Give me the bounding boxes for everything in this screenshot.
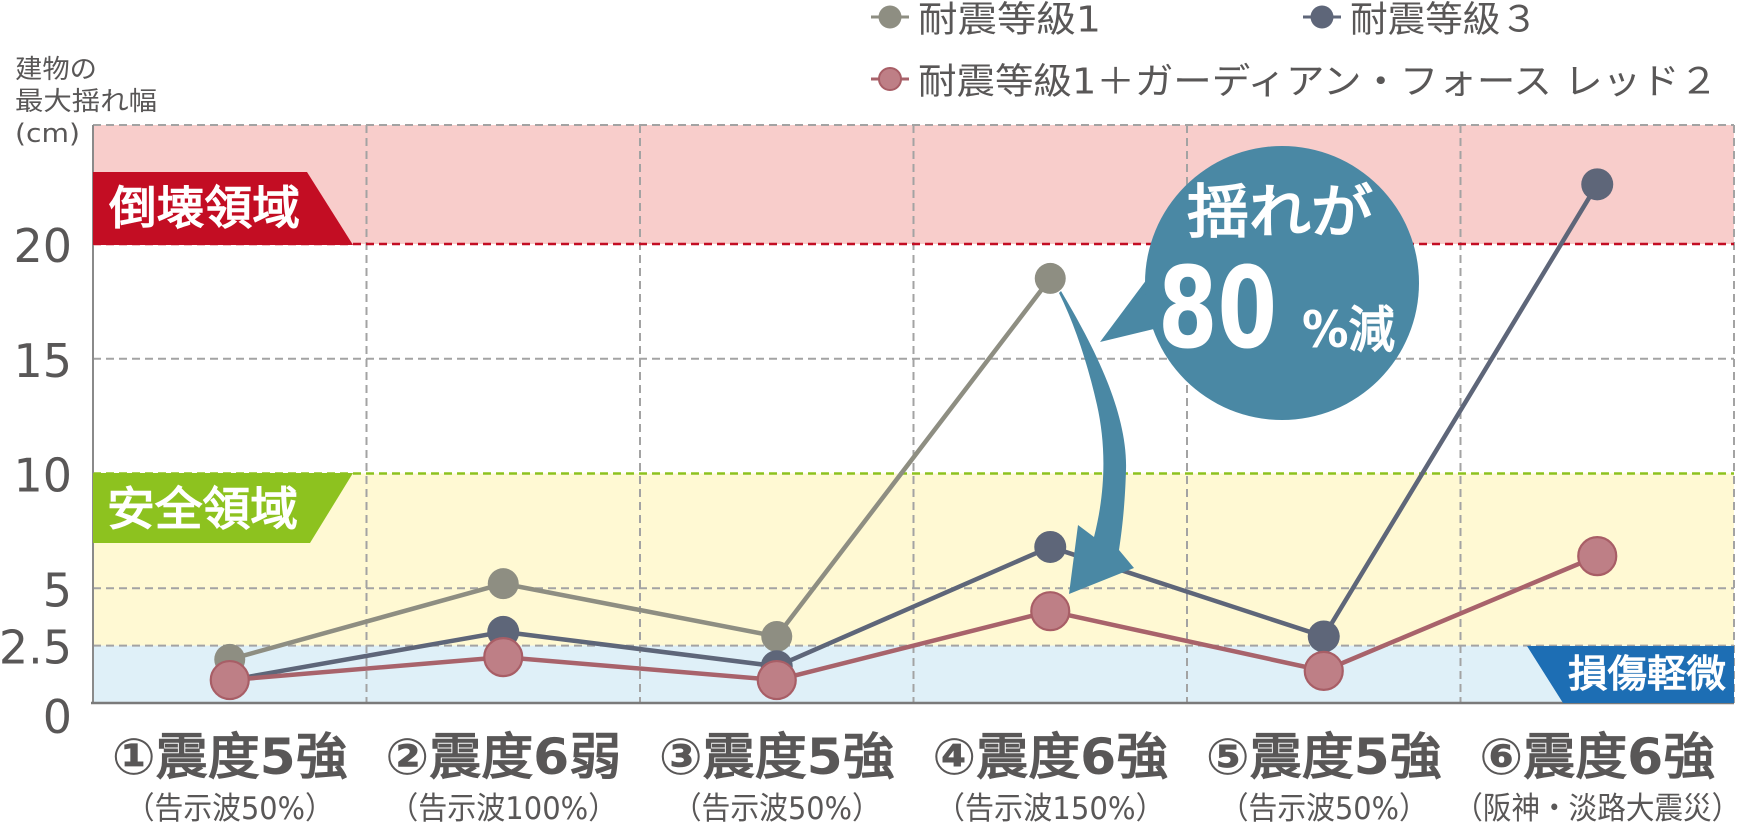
y-axis-title-line: 建物の	[15, 55, 97, 85]
zone-tag-collapse: 倒壊領域	[93, 172, 353, 245]
y-tick-label: 0	[43, 690, 72, 744]
legend-label: 耐震等級３	[1350, 0, 1538, 41]
y-axis-ticks: 0 2.55 10 15 20	[0, 219, 72, 744]
y-axis-title: 建物の 最大揺れ幅 (cm)	[15, 55, 157, 149]
legend: 耐震等級1 耐震等級３ 耐震等級1＋ガーディアン・フォース レッド２	[871, 0, 1718, 103]
zone-tag-safe-shape	[93, 473, 353, 543]
data-point	[1034, 262, 1066, 294]
curved-down-arrow-icon	[1059, 291, 1134, 594]
zone-tag-collapse-shape	[93, 172, 353, 245]
legend-marker-icon	[878, 67, 902, 91]
series-line	[229, 277, 1053, 662]
legend-label: 耐震等級1	[918, 0, 1101, 41]
callout-text-line1: 揺れが	[1187, 178, 1373, 246]
legend-item-grade-1-guardian-force: 耐震等級1＋ガーディアン・フォース レッド２	[871, 62, 1718, 103]
x-axis-categories: ①震度5強 （告示波50%） ②震度6弱 （告示波100%） ③震度5強 （告示波50%）…	[112, 728, 1741, 827]
legend-item-grade-1: 耐震等級1	[871, 0, 1101, 41]
data-series	[209, 168, 1618, 701]
zone-tag-minor-damage: 損傷軽微	[1527, 646, 1734, 703]
callout-tail	[1100, 275, 1158, 342]
data-point	[1303, 650, 1344, 691]
x-category-wave: （告示波50%）	[673, 791, 881, 827]
y-tick-label: 10	[13, 449, 72, 503]
y-tick-label: 2.5	[0, 621, 72, 675]
data-point	[756, 659, 797, 701]
x-category-intensity: ⑤震度5強	[1206, 728, 1442, 786]
data-point	[1030, 591, 1071, 632]
x-category-intensity: ⑥震度6強	[1479, 728, 1715, 786]
series-line	[229, 554, 1599, 683]
x-category-label: ⑥震度6強 （阪神・淡路大震災）	[1454, 728, 1740, 827]
x-category-wave: （阪神・淡路大震災）	[1454, 791, 1740, 827]
legend-item-grade-3: 耐震等級３	[1303, 0, 1538, 41]
x-category-label: ③震度5強 （告示波50%）	[659, 728, 895, 827]
data-point	[1307, 620, 1340, 653]
legend-marker-icon	[878, 5, 902, 29]
y-tick-label: 15	[13, 334, 72, 388]
y-tick-label: 5	[43, 563, 72, 617]
x-category-intensity: ④震度6強	[932, 728, 1168, 786]
x-category-wave: （告示波50%）	[1220, 791, 1428, 827]
data-point	[761, 620, 793, 652]
data-point	[487, 568, 519, 600]
x-category-wave: （告示波50%）	[126, 791, 334, 827]
reduction-callout-bubble: 揺れが 80 %減	[1100, 146, 1419, 420]
y-axis-title-line: 最大揺れ幅	[15, 87, 157, 117]
x-category-intensity: ②震度6弱	[385, 728, 621, 786]
data-point	[1577, 536, 1618, 577]
x-category-intensity: ①震度5強	[112, 728, 348, 786]
data-point	[483, 636, 524, 678]
callout-percentage-unit: %減	[1302, 301, 1395, 359]
callout-circle	[1145, 146, 1419, 420]
x-category-intensity: ③震度5強	[659, 728, 895, 786]
x-category-wave: （告示波100%）	[389, 791, 617, 827]
zone-tag-collapse-label: 倒壊領域	[108, 181, 300, 235]
y-tick-label: 20	[13, 219, 72, 273]
legend-label: 耐震等級1＋ガーディアン・フォース レッド２	[918, 62, 1718, 103]
callout-percentage-number: 80	[1158, 244, 1277, 374]
x-category-label: ①震度5強 （告示波50%）	[112, 728, 348, 827]
legend-marker-icon	[1310, 5, 1334, 29]
data-point	[209, 659, 250, 701]
x-category-label: ⑤震度5強 （告示波50%）	[1206, 728, 1442, 827]
zone-tags: 倒壊領域 安全領域 損傷軽微	[93, 172, 1734, 703]
zone-tag-safe: 安全領域	[93, 473, 353, 543]
series-line	[229, 183, 1600, 683]
zone-tag-safe-label: 安全領域	[107, 482, 298, 536]
series-3	[209, 536, 1618, 701]
x-category-label: ②震度6弱 （告示波100%）	[385, 728, 621, 827]
data-point	[1034, 530, 1067, 563]
zone-tag-minor-damage-label: 損傷軽微	[1568, 652, 1726, 696]
zone-tag-minor-damage-shape	[1527, 646, 1734, 703]
x-category-label: ④震度6強 （告示波150%）	[932, 728, 1168, 827]
data-point	[1581, 168, 1614, 201]
x-category-wave: （告示波150%）	[936, 791, 1165, 827]
y-axis-title-line: (cm)	[15, 119, 80, 149]
